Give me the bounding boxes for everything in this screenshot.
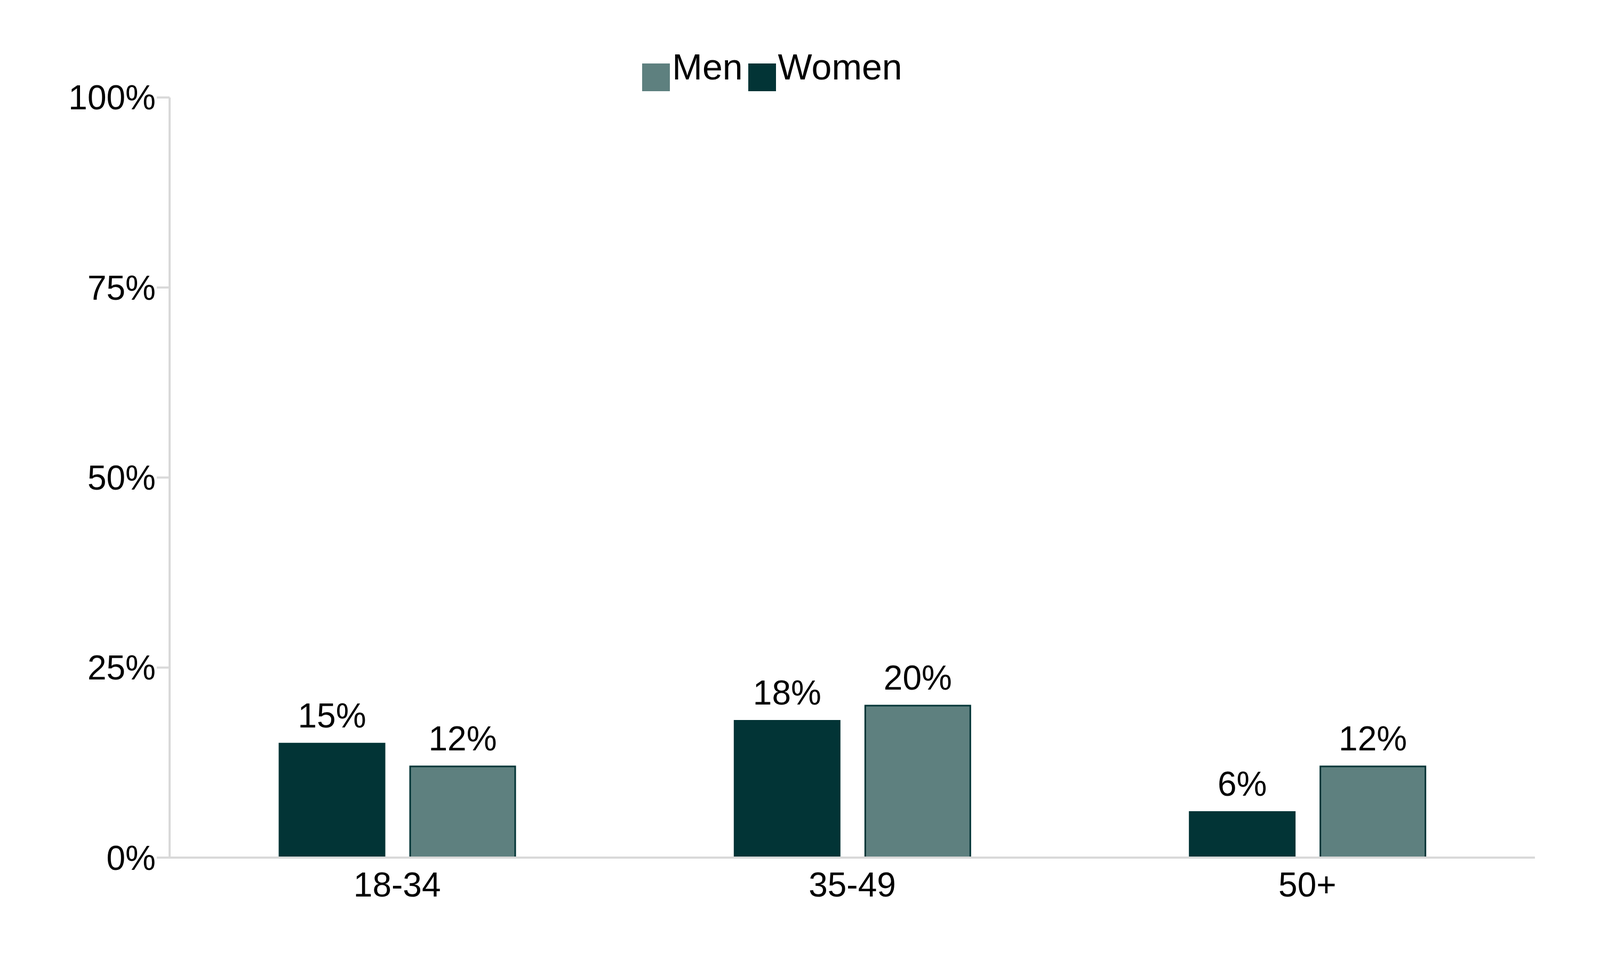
svg-text:20%: 20%: [883, 658, 952, 698]
svg-text:50%: 50%: [87, 458, 156, 498]
svg-text:25%: 25%: [87, 648, 156, 687]
svg-text:15%: 15%: [297, 696, 366, 735]
svg-text:12%: 12%: [428, 719, 497, 758]
html-text:Women: Women: [777, 46, 903, 87]
svg-text:100%: 100%: [68, 78, 156, 117]
svg-text:6%: 6%: [1217, 764, 1268, 804]
svg-text:18-34: 18-34: [353, 865, 442, 904]
html-text:Men: Men: [672, 46, 743, 87]
svg-text:35-49: 35-49: [808, 865, 896, 904]
svg-text:0%: 0%: [106, 838, 157, 878]
svg-text:50+: 50+: [1278, 865, 1337, 904]
svg-text:18%: 18%: [753, 673, 822, 712]
svg-text:75%: 75%: [87, 268, 156, 308]
svg-text:12%: 12%: [1338, 719, 1407, 758]
